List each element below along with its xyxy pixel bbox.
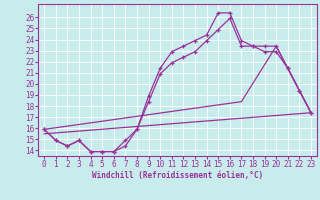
X-axis label: Windchill (Refroidissement éolien,°C): Windchill (Refroidissement éolien,°C) — [92, 171, 263, 180]
